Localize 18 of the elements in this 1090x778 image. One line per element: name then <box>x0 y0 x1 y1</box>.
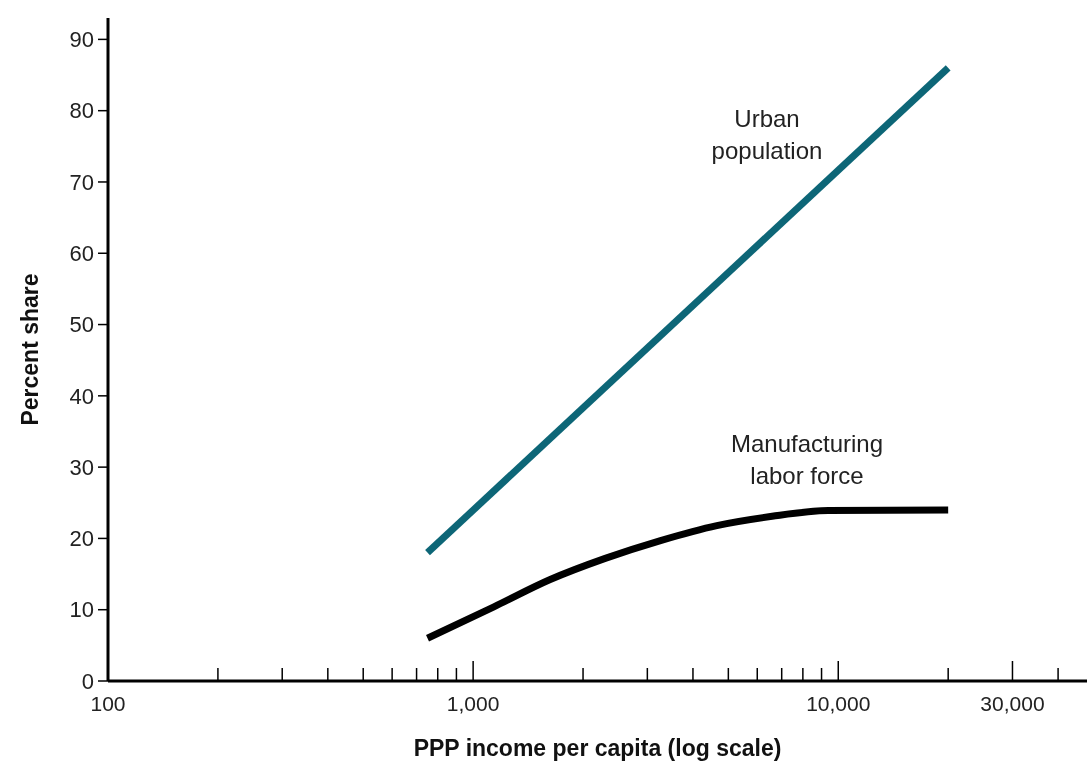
y-tick-label: 80 <box>69 98 94 124</box>
y-tick-label: 0 <box>81 668 94 694</box>
y-tick-label: 30 <box>69 454 94 480</box>
annotation: Manufacturing labor force <box>730 430 884 490</box>
y-axis-title: Percent share <box>17 273 43 426</box>
x-tick-label: 10,000 <box>806 692 871 715</box>
x-tick-label: 100 <box>90 692 126 715</box>
y-tick-label: 50 <box>69 312 94 338</box>
y-tick-label: 60 <box>69 240 94 266</box>
y-tick-label: 70 <box>69 169 94 195</box>
y-tick-label: 10 <box>69 597 94 623</box>
y-tick-label: 20 <box>69 526 94 552</box>
x-axis-title: PPP income per capita (log scale) <box>413 735 782 761</box>
x-tick-label: 30,000 <box>980 692 1045 715</box>
x-tick-label: 1,000 <box>446 692 500 715</box>
y-tick-label: 90 <box>69 27 94 53</box>
annotation: Urban population <box>711 105 823 165</box>
y-tick-label: 40 <box>69 383 94 409</box>
